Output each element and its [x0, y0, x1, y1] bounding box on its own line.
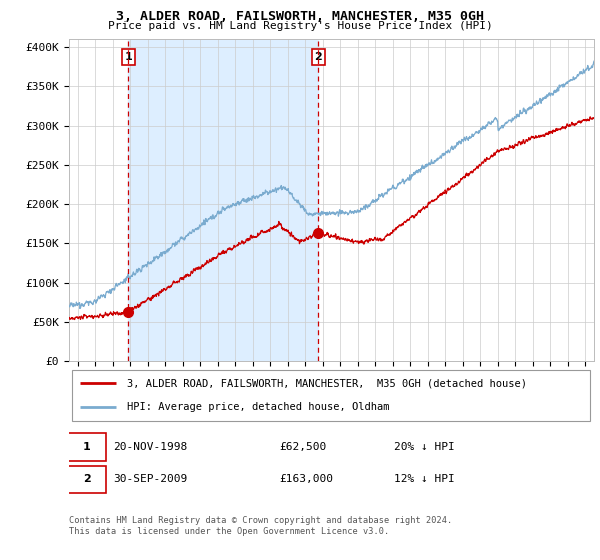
Text: 30-SEP-2009: 30-SEP-2009 — [113, 474, 188, 484]
Text: Price paid vs. HM Land Registry's House Price Index (HPI): Price paid vs. HM Land Registry's House … — [107, 21, 493, 31]
FancyBboxPatch shape — [71, 370, 590, 421]
Bar — [128, 39, 319, 361]
Text: 1: 1 — [124, 52, 132, 62]
Text: 20% ↓ HPI: 20% ↓ HPI — [395, 442, 455, 452]
FancyBboxPatch shape — [68, 433, 106, 461]
Text: 2: 2 — [83, 474, 91, 484]
Text: 2: 2 — [314, 52, 322, 62]
Text: 12% ↓ HPI: 12% ↓ HPI — [395, 474, 455, 484]
Text: 20-NOV-1998: 20-NOV-1998 — [113, 442, 188, 452]
Text: Contains HM Land Registry data © Crown copyright and database right 2024.
This d: Contains HM Land Registry data © Crown c… — [69, 516, 452, 536]
Text: £163,000: £163,000 — [279, 474, 333, 484]
Text: 1: 1 — [83, 442, 91, 452]
FancyBboxPatch shape — [68, 465, 106, 493]
Text: HPI: Average price, detached house, Oldham: HPI: Average price, detached house, Oldh… — [127, 403, 389, 412]
Text: 3, ALDER ROAD, FAILSWORTH, MANCHESTER, M35 0GH: 3, ALDER ROAD, FAILSWORTH, MANCHESTER, M… — [116, 10, 484, 23]
Text: £62,500: £62,500 — [279, 442, 326, 452]
Text: 3, ALDER ROAD, FAILSWORTH, MANCHESTER,  M35 0GH (detached house): 3, ALDER ROAD, FAILSWORTH, MANCHESTER, M… — [127, 379, 527, 388]
